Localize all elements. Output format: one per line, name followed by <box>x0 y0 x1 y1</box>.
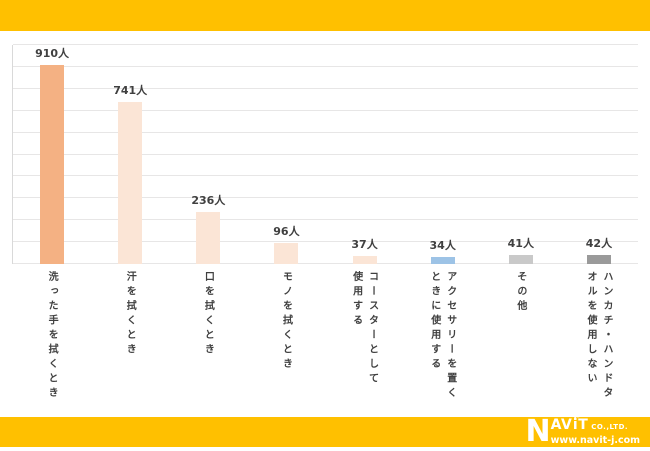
navit-logo: N AV i T CO.,LTD. www.navit-j.com <box>525 414 640 449</box>
logo-letters-av: AV <box>550 417 573 433</box>
logo-letter-t: T <box>578 417 589 433</box>
bar-4 <box>274 243 299 264</box>
category-label-2: 汗を拭くとき <box>124 271 136 358</box>
bar-value-label-1: 910人 <box>35 47 70 60</box>
category-label-5: コースターとして 使用する <box>350 271 378 387</box>
bar-value-label-6: 34人 <box>429 239 456 252</box>
bar-7 <box>508 255 533 264</box>
gridline <box>13 65 638 67</box>
gridline <box>13 241 638 243</box>
gridline <box>13 219 638 221</box>
gridline <box>13 44 638 45</box>
category-label-8: ハンカチ・ハンドタ オルを使用しない <box>584 271 612 402</box>
gridline <box>13 197 638 199</box>
category-label-7: その他 <box>514 271 526 315</box>
category-label-1: 洗った手を拭くとき <box>46 271 58 402</box>
bar-2 <box>118 102 143 264</box>
bar-value-label-7: 41人 <box>507 237 534 250</box>
bar-value-label-2: 741人 <box>113 84 148 97</box>
bar-1 <box>40 65 65 264</box>
gridline <box>13 87 638 89</box>
logo-letter-n: N <box>525 414 551 449</box>
bar-value-label-4: 96人 <box>273 225 300 238</box>
bar-8 <box>586 255 611 264</box>
logo-wordmark: AV i T CO.,LTD. <box>551 418 640 434</box>
bar-5 <box>352 256 377 264</box>
gridline <box>13 131 638 133</box>
category-label-3: 口を拭くとき <box>202 271 214 358</box>
bar-chart: 910人 741人 236人 96人 37人 34人 41人 42人 洗った手を拭くとき 汗を拭… <box>0 31 650 417</box>
logo-text-column: AV i T CO.,LTD. www.navit-j.com <box>551 418 640 446</box>
gridline <box>13 263 638 264</box>
category-label-4: モノを拭くとき <box>280 271 292 373</box>
gridline <box>13 175 638 177</box>
category-label-6: アクセサリーを置く ときに使用する <box>428 271 456 402</box>
bar-value-label-8: 42人 <box>585 237 613 250</box>
logo-rabbit-ears-i: i <box>572 417 578 433</box>
plot-area: 910人 741人 236人 96人 37人 34人 41人 42人 <box>12 44 638 264</box>
gridline <box>13 153 638 155</box>
bar-6 <box>430 257 455 264</box>
top-banner <box>0 0 650 31</box>
bar-3 <box>196 212 221 264</box>
bar-value-label-5: 37人 <box>351 238 378 251</box>
bottom-banner: N AV i T CO.,LTD. www.navit-j.com <box>0 417 650 447</box>
logo-co-ltd: CO.,LTD. <box>591 423 629 431</box>
logo-website: www.navit-j.com <box>550 435 640 446</box>
bar-value-label-3: 236人 <box>191 194 226 207</box>
gridline <box>13 109 638 111</box>
